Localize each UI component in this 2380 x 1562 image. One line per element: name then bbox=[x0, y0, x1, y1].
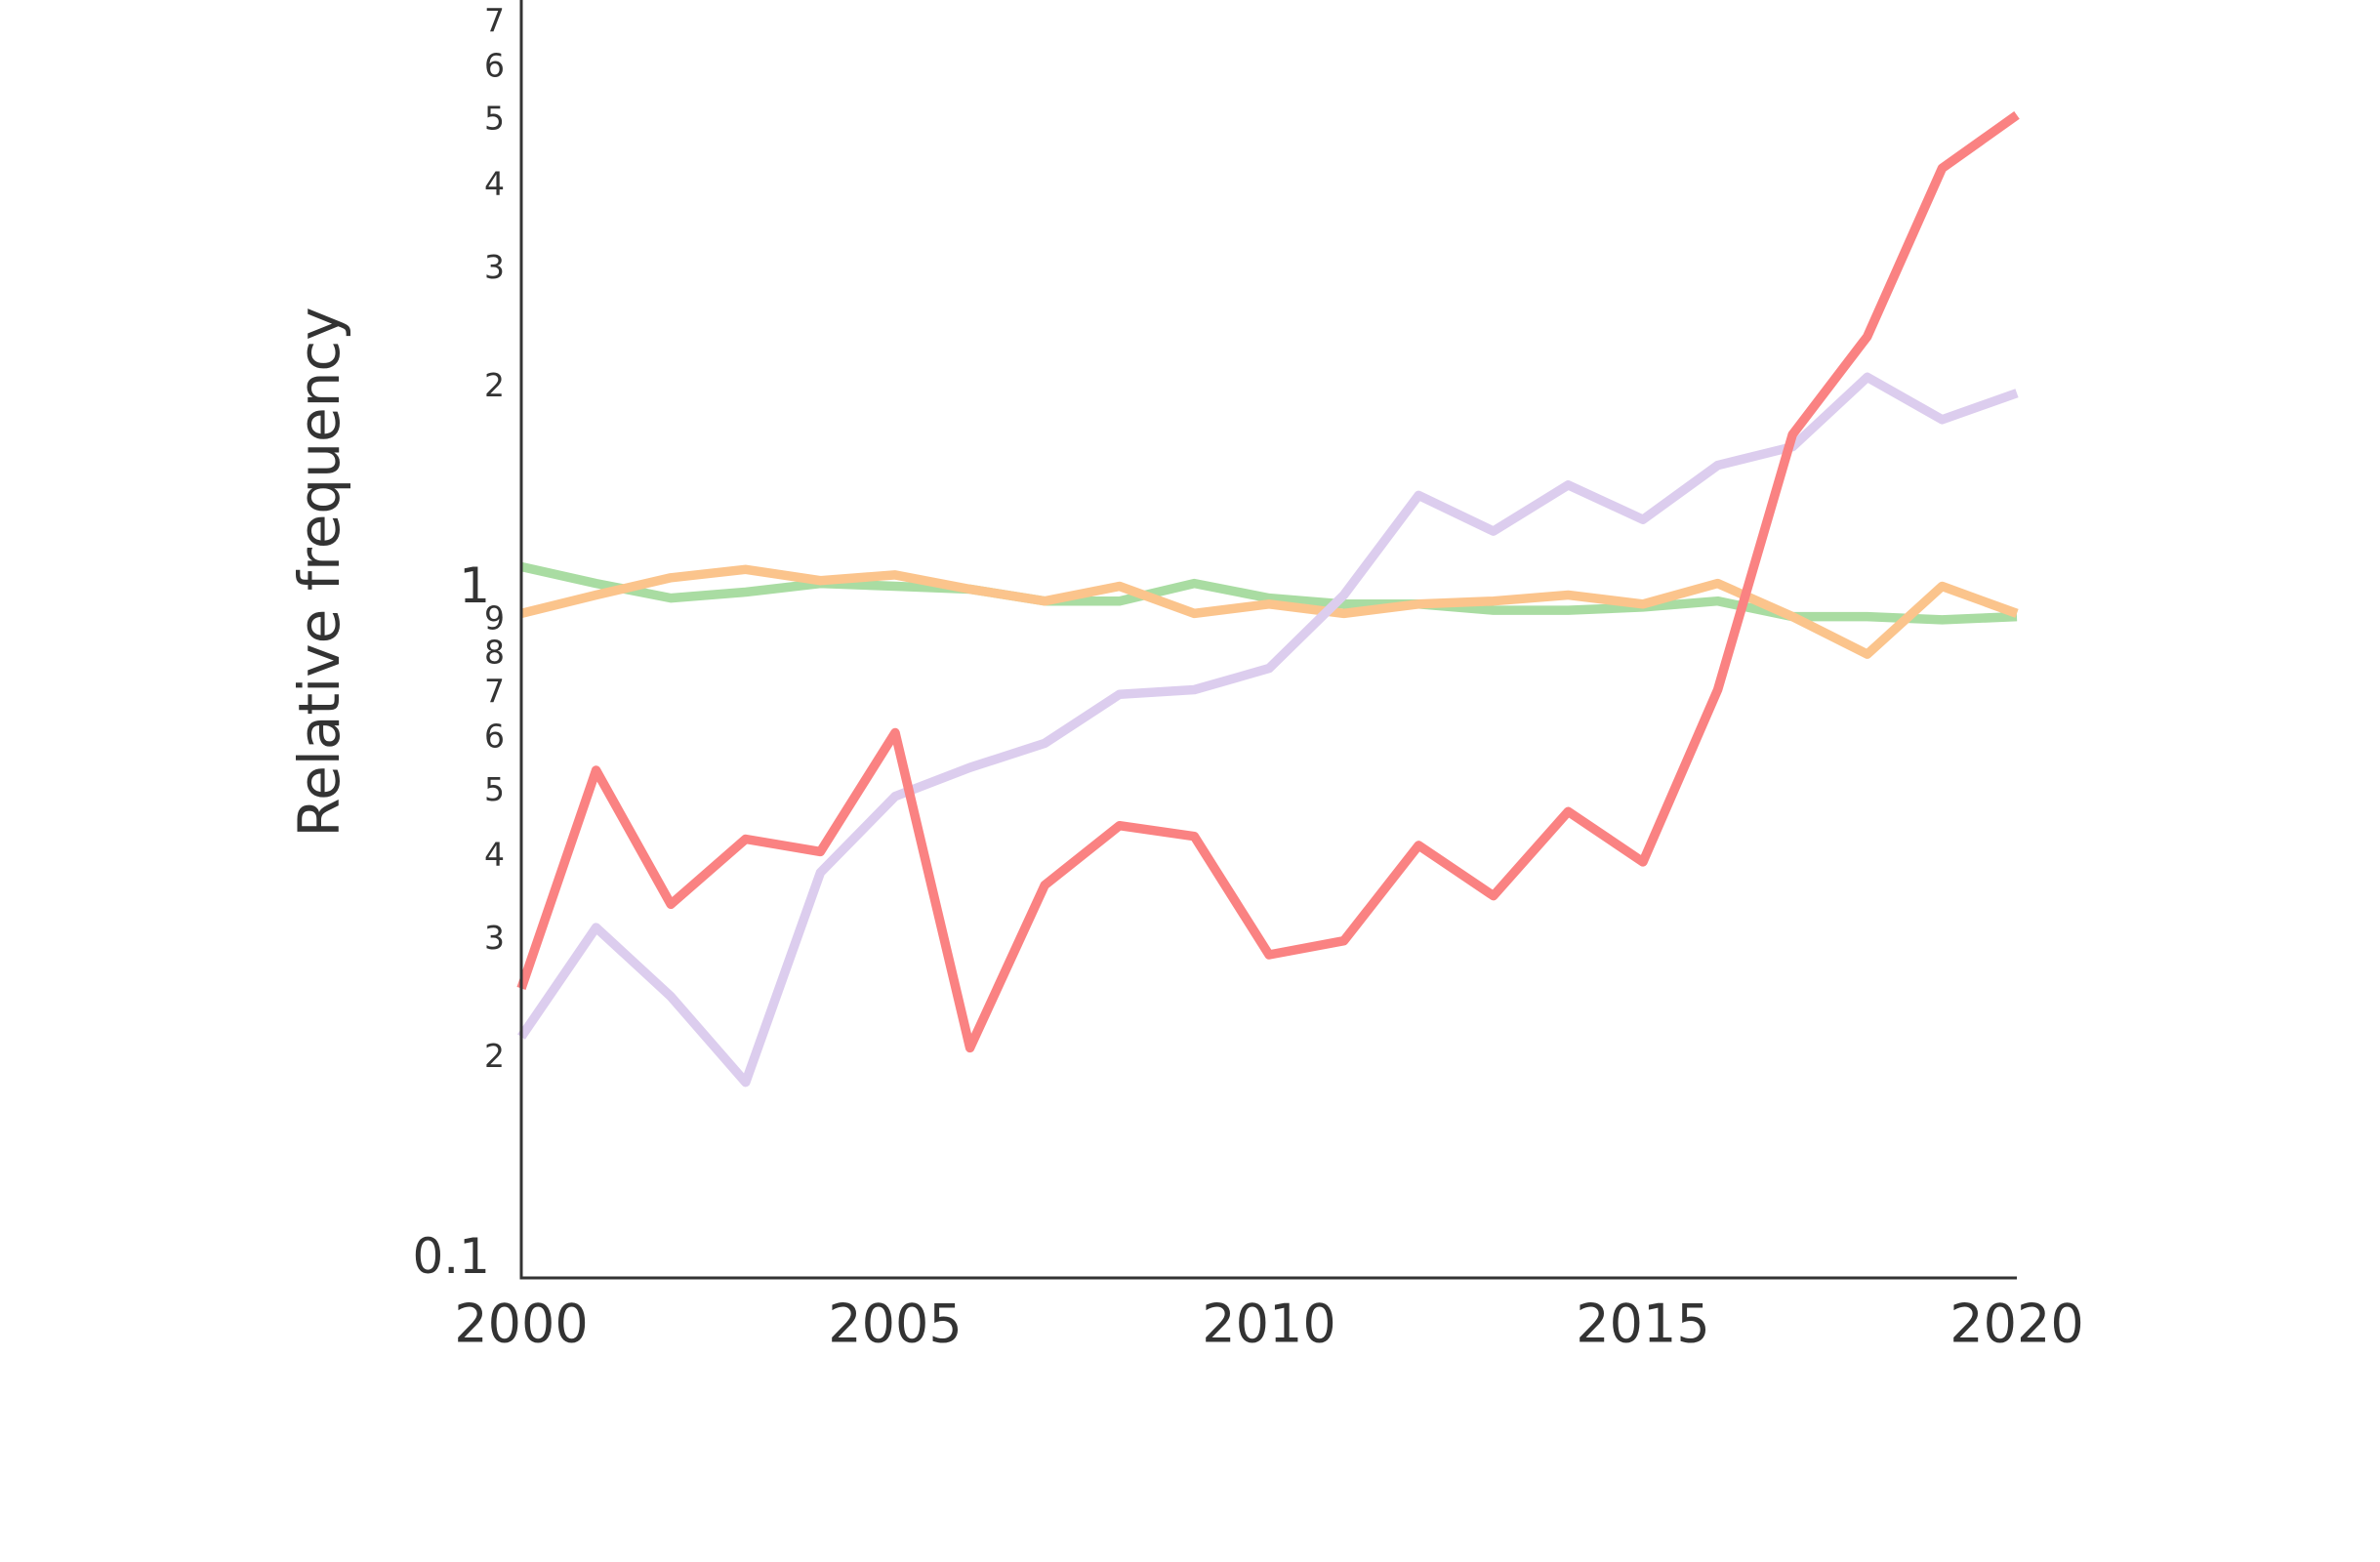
series-line bbox=[517, 372, 2019, 1088]
y-tick-label: 4 bbox=[484, 835, 505, 873]
y-tick-label: 8 bbox=[484, 634, 505, 672]
y-tick-label: 2 bbox=[484, 366, 505, 404]
series-line bbox=[516, 111, 2020, 1053]
y-tick-label: 0.1 bbox=[412, 1228, 490, 1285]
y-axis-title: Relative frequency bbox=[286, 307, 352, 837]
series-line bbox=[519, 564, 2019, 659]
y-tick-label: 7 bbox=[484, 1, 505, 39]
y-tick-label: 4 bbox=[484, 164, 505, 202]
y-tick-label: 1 bbox=[459, 557, 490, 614]
y-tick-label: 5 bbox=[484, 770, 505, 808]
y-tick-label: 9 bbox=[484, 598, 505, 637]
x-tick-label: 2020 bbox=[1949, 1294, 2083, 1355]
y-tick-label: 8 bbox=[484, 0, 505, 1]
y-tick-label: 7 bbox=[484, 672, 505, 710]
x-tick-label: 2000 bbox=[454, 1294, 588, 1355]
x-tick-label: 2010 bbox=[1202, 1294, 1335, 1355]
series-line bbox=[519, 561, 2018, 625]
y-tick-label: 6 bbox=[484, 46, 505, 84]
y-tick-label: 6 bbox=[484, 717, 505, 755]
y-tick-label: 3 bbox=[484, 919, 505, 957]
y-tick-label: 2 bbox=[484, 1037, 505, 1075]
y-tick-label: 5 bbox=[484, 100, 505, 138]
x-tick-label: 2005 bbox=[828, 1294, 962, 1355]
x-tick-label: 2015 bbox=[1576, 1294, 1709, 1355]
y-tick-label: 3 bbox=[484, 248, 505, 286]
